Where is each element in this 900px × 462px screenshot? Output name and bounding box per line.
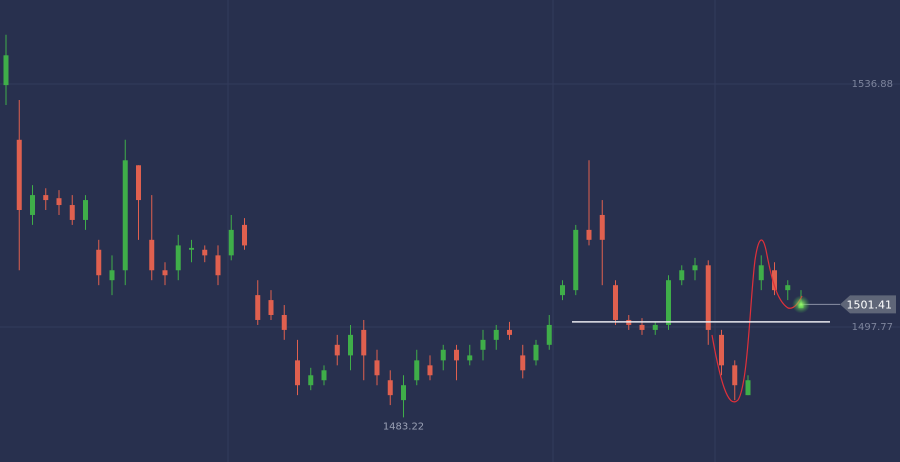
drawn-annotation (711, 239, 803, 403)
candle-body (268, 300, 274, 315)
candle-body (467, 355, 473, 361)
candle-body (546, 324, 552, 345)
candle-body (228, 229, 234, 256)
candle-body (613, 285, 618, 320)
candle-body (56, 198, 62, 206)
candle-body (334, 344, 340, 356)
candle-body (308, 375, 314, 386)
candle-body (560, 285, 565, 296)
candle-body (586, 229, 592, 240)
candle-body (3, 55, 9, 86)
candle-body (679, 270, 685, 281)
candle-body (387, 380, 393, 396)
candle-body (785, 285, 791, 291)
candle-body (321, 370, 327, 381)
candle-body (175, 245, 181, 271)
candle-body (758, 265, 764, 281)
candle-body (480, 339, 486, 350)
candle-body (189, 247, 194, 250)
candle-body (215, 255, 221, 276)
candle-body (348, 334, 353, 356)
candle-body (30, 195, 35, 215)
candle-body (401, 385, 406, 401)
candle-body (520, 355, 526, 371)
candle-body (599, 214, 605, 240)
candle-body (732, 365, 738, 386)
current-price-label: 1501.41 (847, 298, 893, 311)
current-price-tag (840, 295, 896, 314)
candle-body (162, 270, 168, 276)
candle-body (454, 349, 459, 361)
candle-body (427, 365, 433, 376)
candle-body (295, 360, 300, 386)
plot (0, 34, 900, 418)
candle-body (507, 329, 512, 335)
candle-body (772, 270, 777, 291)
candle-body (652, 324, 658, 330)
candle-body (440, 349, 446, 361)
candle-body (666, 280, 671, 325)
candle-body (573, 229, 579, 291)
min-price-label: 1483.22 (383, 421, 424, 432)
candle-body (43, 195, 49, 201)
candle-body (361, 329, 367, 356)
candle-body (639, 324, 645, 330)
candle-body (16, 139, 22, 210)
vertical-grid (227, 0, 716, 462)
candle-body (719, 334, 724, 366)
candle-body (705, 265, 711, 330)
candle-body (692, 265, 698, 271)
candle-body (374, 360, 380, 376)
candle-body (414, 360, 420, 381)
candle-body (242, 224, 247, 246)
candle-body (493, 329, 499, 340)
candle-body (69, 205, 75, 220)
candle-body (533, 344, 539, 361)
candle-body (83, 200, 88, 220)
current-price-glow (792, 295, 810, 314)
candle-body (96, 249, 102, 276)
candle-body (745, 380, 751, 396)
candle-body (255, 295, 261, 320)
candle-body (149, 239, 155, 271)
candle-body (281, 315, 287, 330)
price-label: 1497.77 (852, 322, 893, 333)
price-label: 1536.88 (852, 79, 893, 90)
candle-body (136, 165, 141, 201)
candle-body (109, 270, 115, 281)
candle-body (202, 249, 208, 256)
candle-body (122, 160, 128, 271)
